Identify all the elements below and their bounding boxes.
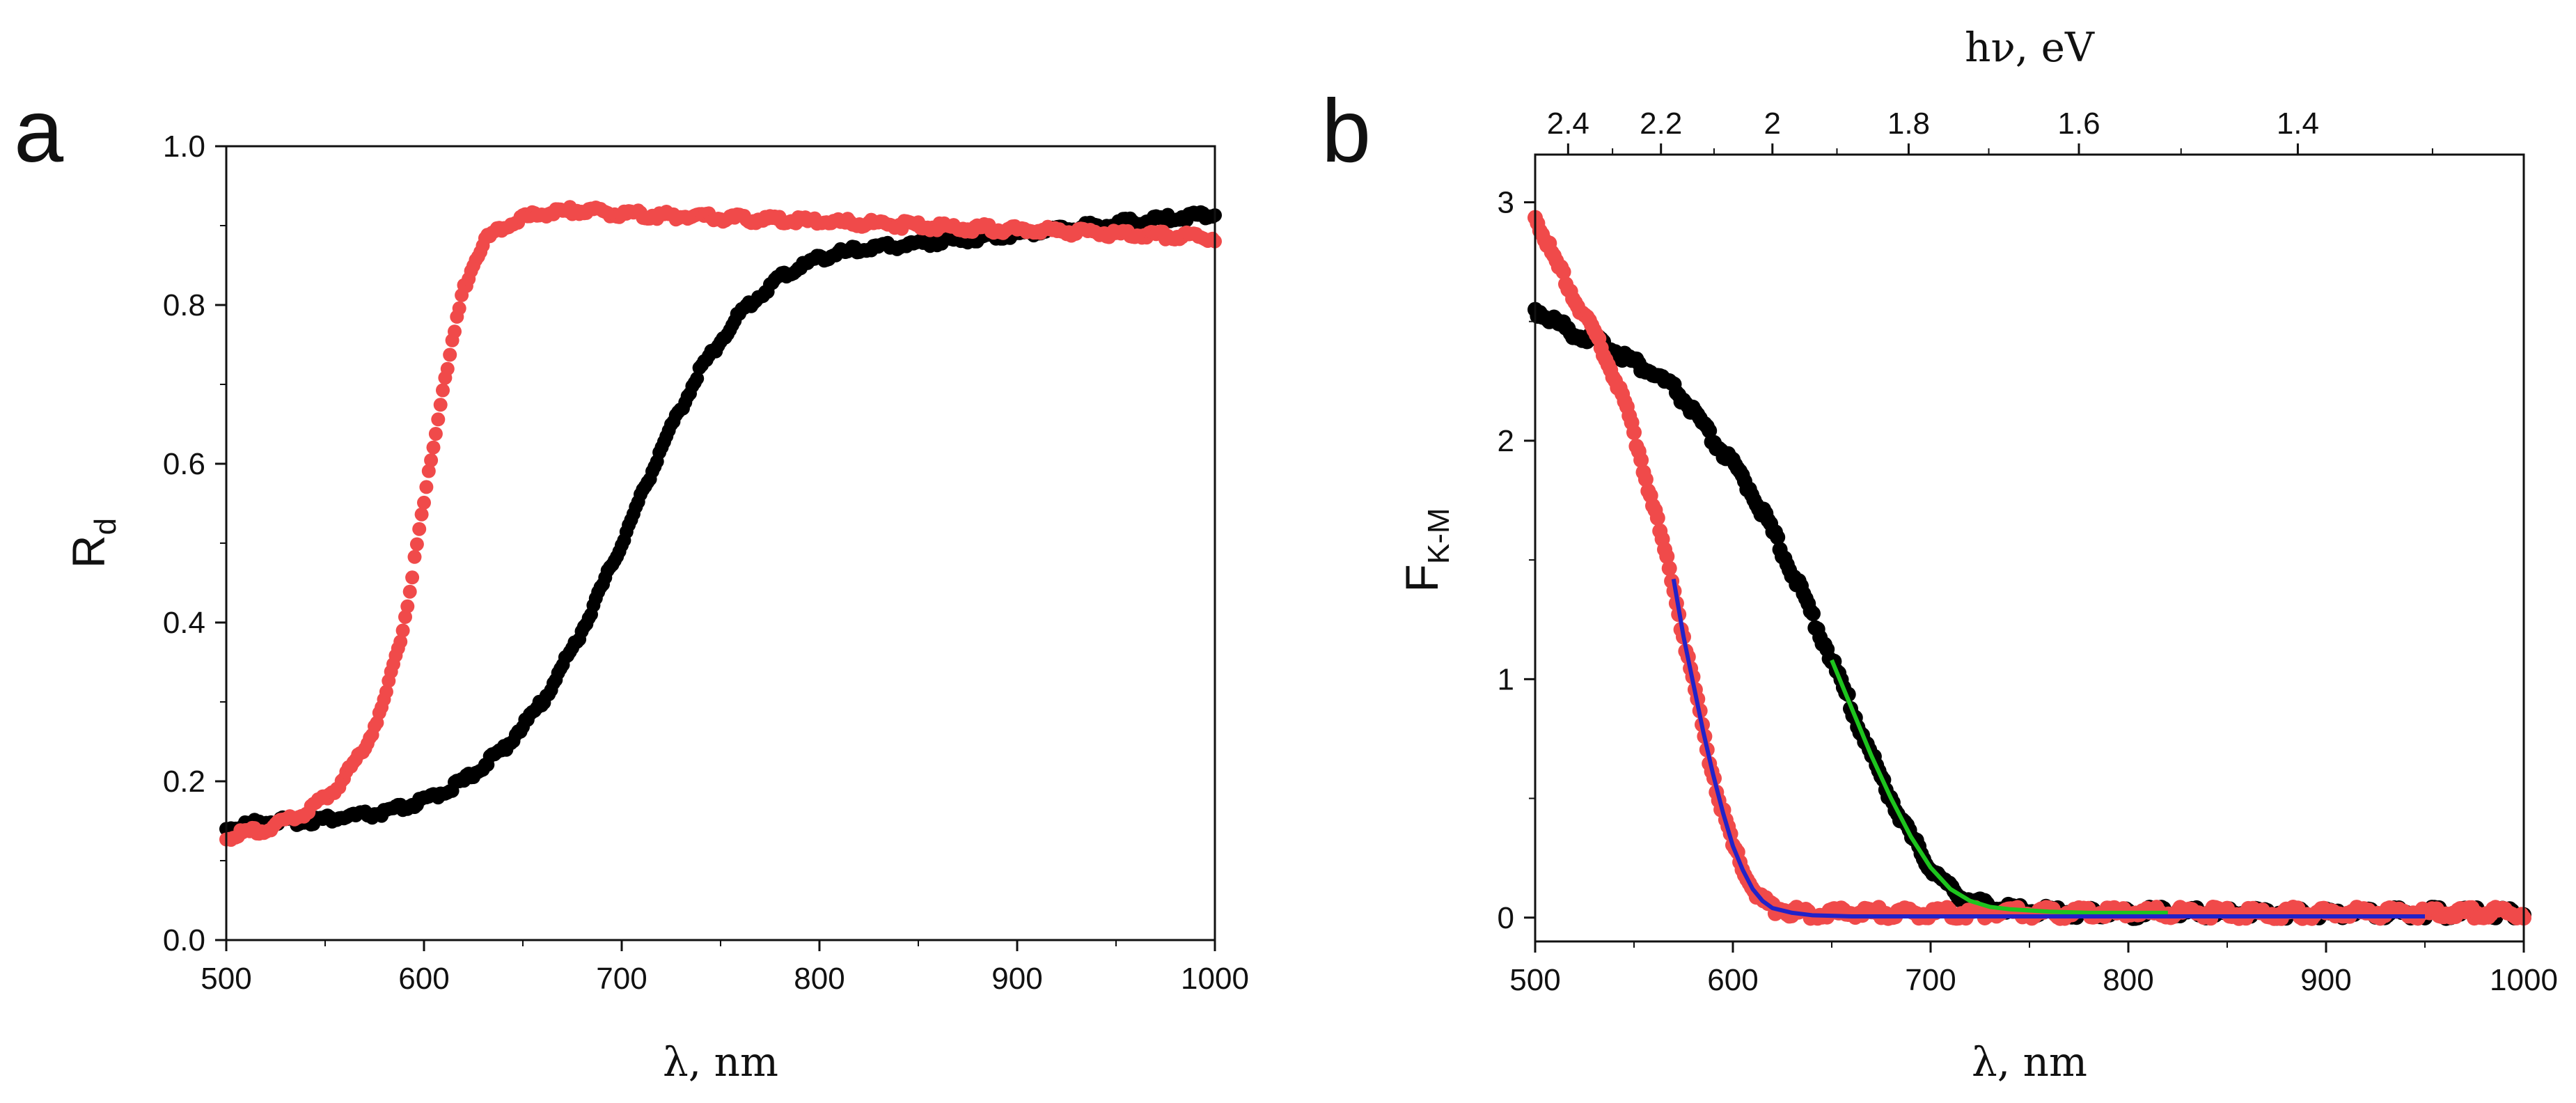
x-tick-label: 500 [1509, 963, 1560, 997]
data-point [452, 301, 466, 315]
x-tick-label: 700 [596, 962, 647, 996]
panel-a-ylabel-main: R [63, 535, 114, 568]
top-tick-label: 2.4 [1547, 107, 1589, 141]
series-red [219, 200, 1222, 847]
data-point [398, 610, 412, 624]
y-tick-label: 2 [1498, 424, 1514, 458]
data-point [421, 464, 436, 478]
y-tick-label: 0 [1498, 901, 1514, 935]
data-point [419, 480, 434, 494]
panel-a-ylabel-sub: d [88, 518, 123, 535]
x-tick-label: 900 [2300, 963, 2351, 997]
top-tick-label: 1.8 [1887, 107, 1930, 141]
data-point [1659, 549, 1675, 565]
panel-label-b: b [1321, 81, 1371, 181]
data-point [1638, 471, 1654, 487]
data-point [1649, 510, 1665, 526]
data-point [1661, 561, 1677, 577]
panel-b-plot: 500 600 700 800 900 1000 0 1 2 3 2.4 2.2 2 1.8 1.6 1.4… [1396, 24, 2558, 1086]
data-point [414, 507, 429, 522]
top-tick-label: 2 [1764, 107, 1781, 141]
panel-b-frame [1534, 153, 2525, 943]
data-point [690, 371, 705, 386]
x-tick-label: 600 [398, 962, 449, 996]
panel-a-x-axis-title: λ, nm [663, 1038, 778, 1086]
y-tick-label: 0.8 [163, 288, 205, 322]
top-tick-label: 1.6 [2057, 107, 2100, 141]
panel-label-a: a [14, 81, 64, 181]
y-tick-label: 1 [1498, 662, 1514, 696]
data-point [1805, 606, 1821, 622]
x-tick-label: 1000 [2490, 963, 2558, 997]
data-point [426, 440, 441, 455]
y-tick-label: 1.0 [163, 130, 205, 164]
data-point [424, 453, 439, 467]
data-point [431, 412, 446, 427]
x-tick-label: 800 [794, 962, 845, 996]
panel-b-y-axis-title: FK-M [1396, 508, 1456, 593]
x-tick-label: 700 [1905, 963, 1956, 997]
x-tick-label: 500 [201, 962, 251, 996]
top-tick-label: 2.2 [1640, 107, 1682, 141]
data-point [1633, 452, 1649, 468]
y-tick-label: 0.4 [163, 606, 205, 640]
panel-b-top-axis-title: hν, eV [1965, 24, 2095, 71]
x-tick-label: 1000 [1181, 962, 1249, 996]
panel-b-ylabel-sub: K-M [1422, 508, 1456, 565]
data-point [402, 584, 417, 599]
data-point [443, 347, 457, 362]
y-tick-label: 3 [1498, 185, 1514, 219]
svg-text:Rd: Rd [63, 518, 123, 568]
data-point [412, 522, 427, 536]
series-green-fit [1830, 659, 2168, 915]
fit-line-green-fit [1830, 659, 2168, 915]
panel-b-x-axis-title: λ, nm [1972, 1038, 2087, 1086]
y-tick-label: 0.0 [163, 923, 205, 957]
data-point [395, 623, 410, 638]
data-point [1770, 529, 1786, 545]
data-point [428, 427, 443, 441]
data-point [1555, 264, 1571, 280]
data-point [440, 361, 455, 376]
series-blue-fit [1671, 579, 2425, 919]
data-point [379, 685, 393, 699]
panel-a-y-axis-title: Rd [63, 518, 123, 568]
data-point [409, 537, 424, 552]
data-point [433, 398, 448, 412]
panel-a-ticks: 500 600 700 800 900 1000 0.0 0.2 0.4 0.6 0.8 1.0 [163, 130, 1249, 996]
data-point [405, 570, 420, 585]
data-point [417, 495, 431, 510]
data-point [1626, 425, 1642, 440]
svg-text:FK-M: FK-M [1396, 508, 1456, 593]
data-point [436, 383, 450, 398]
fit-line-blue-fit [1671, 579, 2425, 919]
x-tick-label: 800 [2103, 963, 2153, 997]
y-tick-label: 0.2 [163, 765, 205, 799]
panel-b-ylabel-main: F [1396, 564, 1447, 592]
panel-a-series [219, 200, 1222, 847]
panel-a-plot: 500 600 700 800 900 1000 0.0 0.2 0.4 0.6 0.8 1.0 Rd… [63, 130, 1249, 1086]
panel-b-series [1527, 210, 2531, 926]
data-point [393, 634, 408, 649]
data-point [400, 599, 415, 613]
x-tick-label: 900 [991, 962, 1042, 996]
series-red [1527, 210, 2531, 926]
panel-b-top-axis: 2.4 2.2 2 1.8 1.6 1.4 [1547, 107, 2433, 155]
top-tick-label: 1.4 [2277, 107, 2319, 141]
x-tick-label: 600 [1707, 963, 1758, 997]
y-tick-label: 0.6 [163, 447, 205, 481]
data-point [407, 549, 422, 564]
panel-b-ticks: 500 600 700 800 900 1000 0 1 2 3 [1498, 185, 2558, 997]
data-point [448, 324, 462, 339]
